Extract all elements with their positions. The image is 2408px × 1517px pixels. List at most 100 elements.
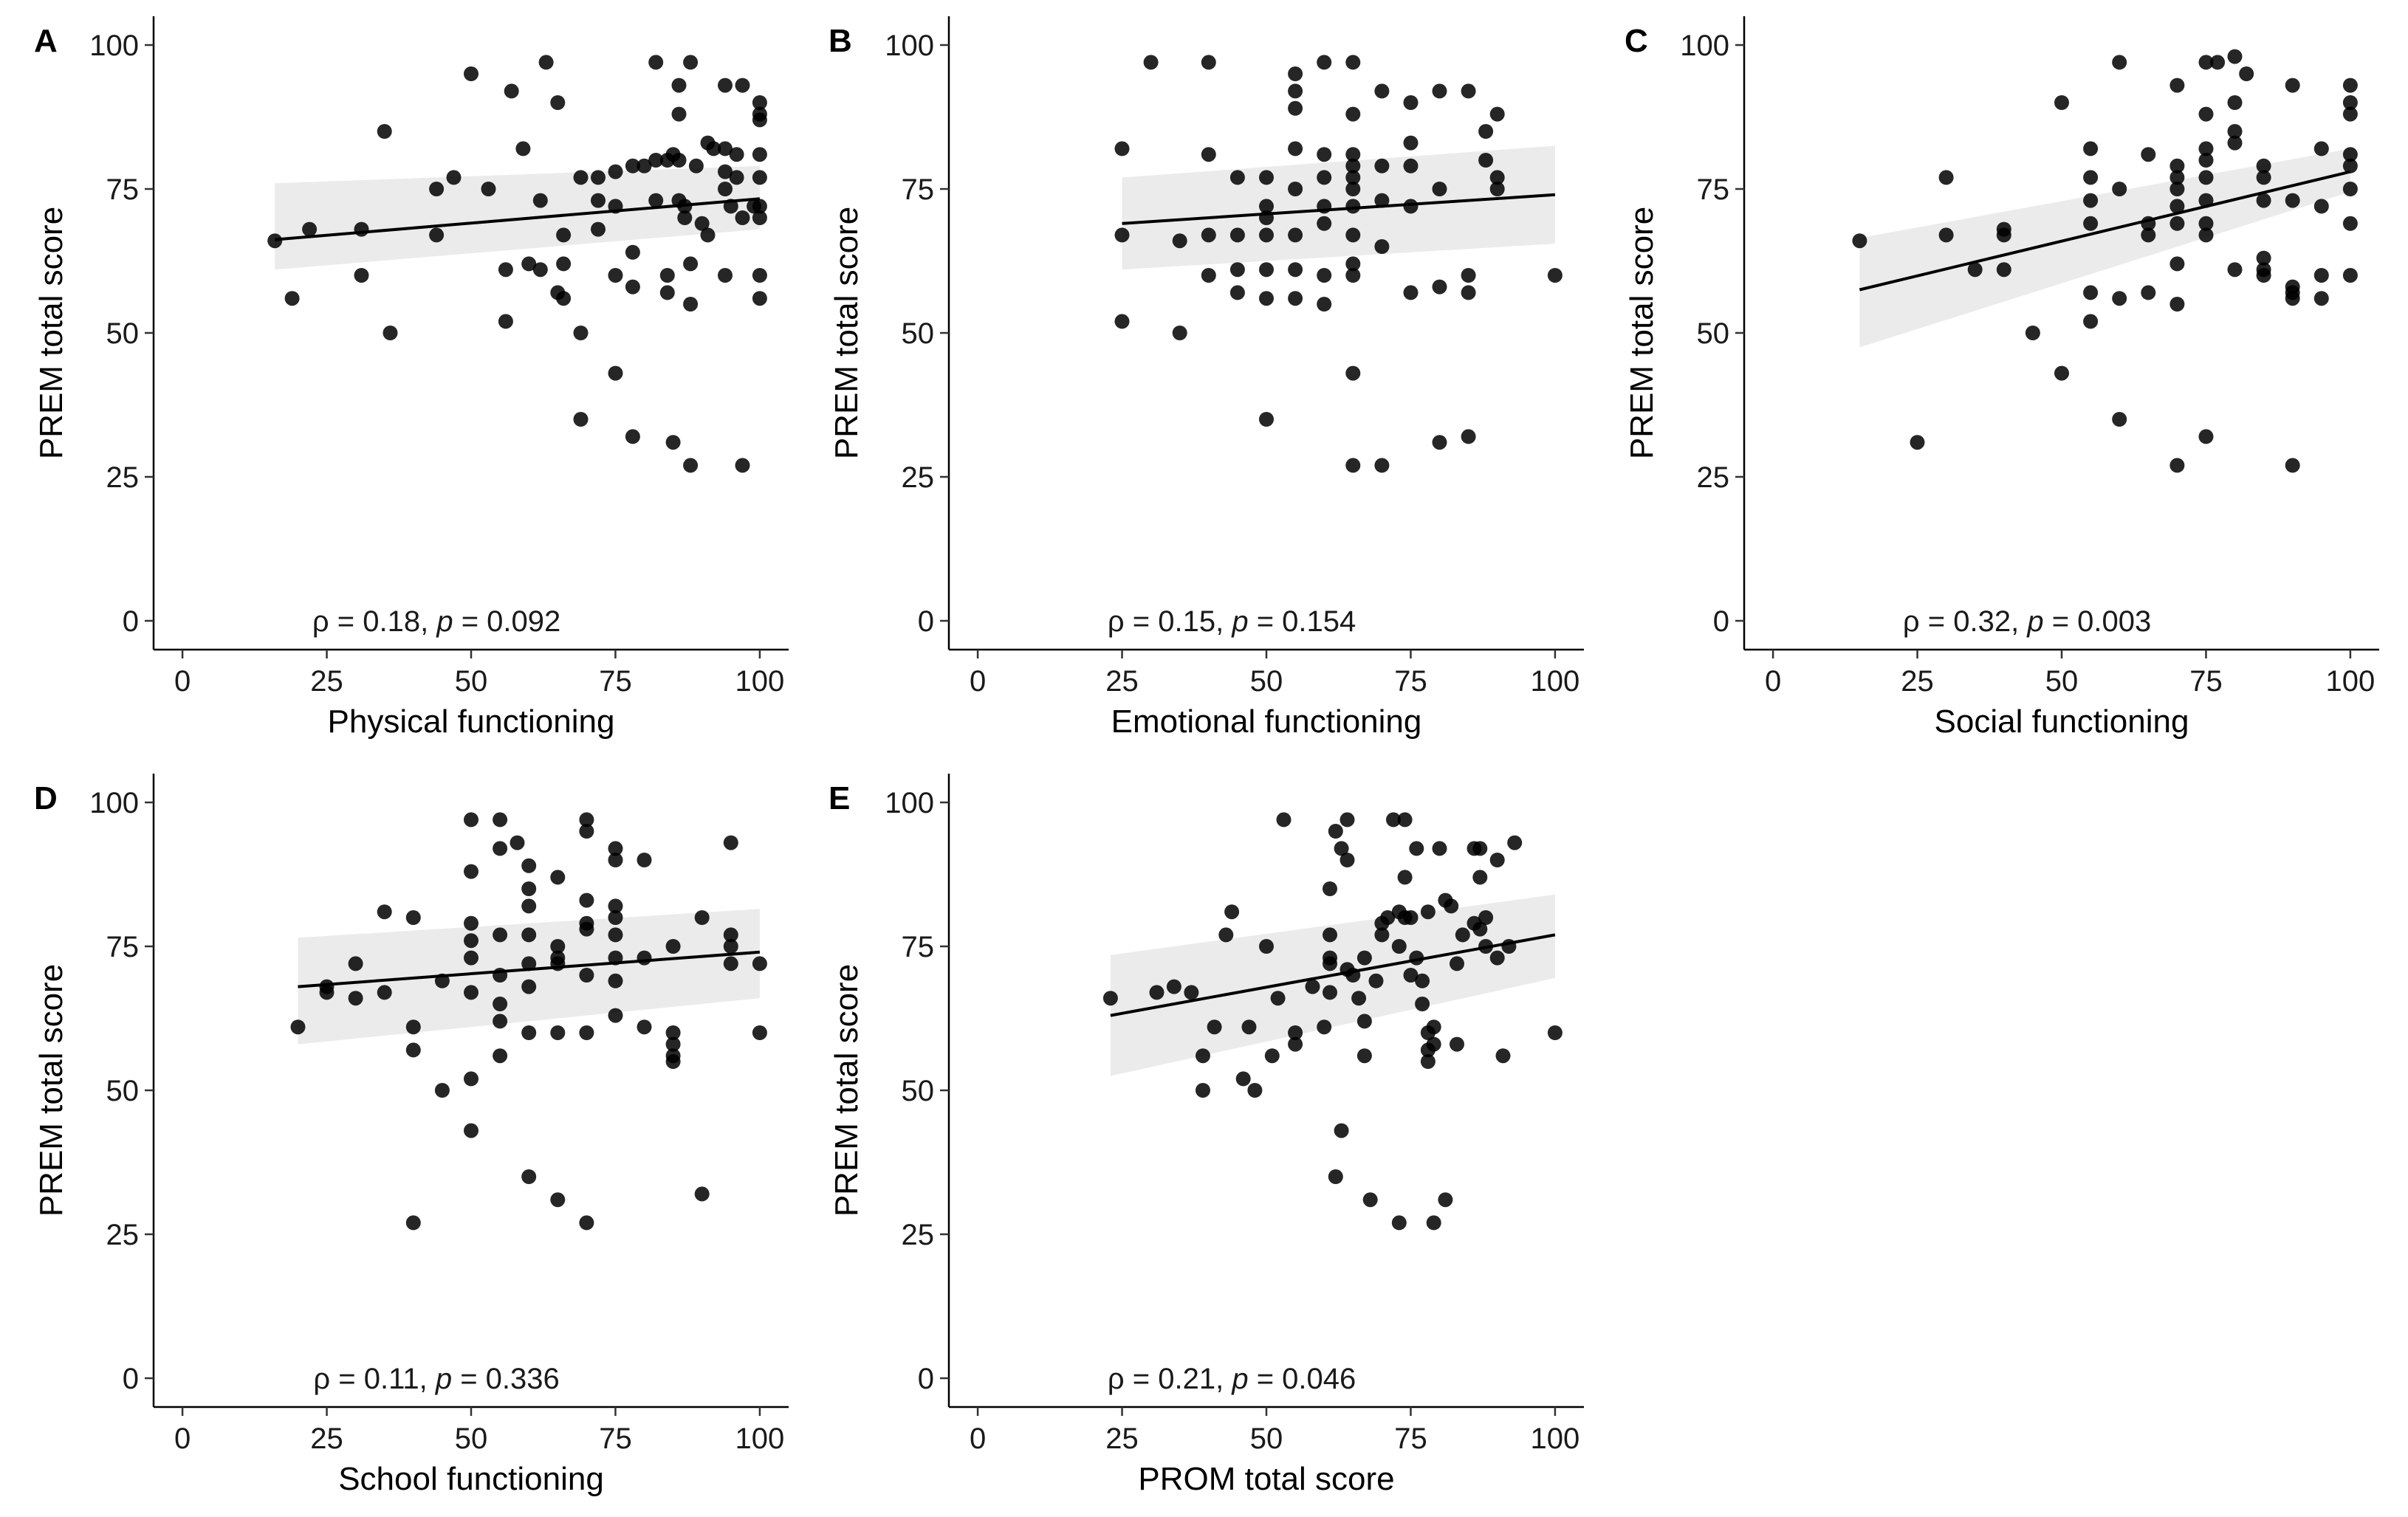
data-point	[2112, 55, 2127, 70]
data-point	[464, 864, 478, 879]
data-point	[671, 106, 687, 122]
data-point	[1374, 927, 1390, 943]
data-point	[2112, 182, 2127, 196]
data-point	[579, 1215, 594, 1231]
data-point	[1374, 83, 1390, 99]
data-point	[515, 141, 531, 156]
data-point	[1996, 262, 2011, 278]
data-point	[1166, 979, 1181, 994]
data-point	[608, 365, 623, 381]
data-point	[671, 153, 687, 168]
data-point	[504, 83, 519, 99]
data-point	[625, 158, 640, 173]
data-point	[2112, 412, 2127, 427]
data-point	[1102, 991, 1118, 1006]
data-point	[446, 170, 462, 185]
data-point	[1334, 841, 1349, 856]
data-point	[1415, 997, 1430, 1011]
data-point	[1201, 55, 1216, 70]
data-point	[1259, 170, 1274, 185]
data-point	[1323, 985, 1337, 1000]
rho-text: ρ = 0.15,	[1108, 605, 1232, 638]
data-point	[1288, 141, 1303, 156]
data-point	[625, 429, 640, 444]
data-point	[1345, 106, 1361, 122]
data-point	[683, 458, 699, 473]
data-point	[608, 910, 623, 925]
data-point	[752, 210, 767, 225]
data-point	[637, 1019, 652, 1035]
x-tick-label: 25	[310, 1423, 343, 1455]
y-tick-label: 25	[902, 1219, 935, 1251]
p-symbol: p	[1231, 1363, 1248, 1395]
data-point	[1426, 1215, 1441, 1231]
data-point	[637, 950, 652, 966]
y-tick-label: 100	[1680, 30, 1729, 62]
data-point	[1444, 898, 1459, 914]
data-point	[556, 256, 572, 272]
data-point	[377, 904, 392, 920]
data-point	[1374, 239, 1390, 254]
p-value-text: = 0.092	[453, 605, 561, 638]
data-point	[752, 1025, 767, 1040]
data-point	[1317, 297, 1332, 312]
data-point	[1323, 956, 1337, 971]
panel-letter: B	[829, 23, 852, 59]
data-point	[579, 921, 594, 937]
data-point	[683, 55, 699, 70]
data-point	[1288, 227, 1303, 243]
data-point	[1345, 182, 1361, 196]
data-point	[1149, 985, 1164, 1000]
data-point	[1489, 950, 1505, 966]
data-point	[2198, 153, 2214, 168]
data-point	[1328, 1169, 1343, 1184]
data-point	[2169, 256, 2185, 272]
data-point	[464, 950, 478, 966]
panel-e: E 0 25 50 75 100 0 25 50 75 100 PROM total score PRE…	[829, 774, 1584, 1497]
data-point	[521, 979, 537, 994]
data-point	[2198, 170, 2214, 185]
data-point	[1391, 1215, 1407, 1231]
x-tick-label: 50	[1250, 1423, 1283, 1455]
data-point	[1432, 279, 1447, 295]
data-point	[1380, 910, 1396, 925]
data-point	[1196, 1048, 1210, 1064]
rho-text: ρ = 0.11,	[313, 1363, 435, 1395]
data-point	[1317, 216, 1332, 231]
y-tick-label: 0	[918, 1363, 934, 1395]
data-point	[377, 985, 392, 1000]
data-point	[2313, 199, 2329, 214]
data-point	[2141, 147, 2156, 162]
data-point	[2198, 106, 2214, 122]
data-point	[1288, 182, 1303, 196]
p-value-text: = 0.003	[2044, 605, 2152, 638]
data-point	[1229, 285, 1245, 300]
panel-c: C 0 25 50 75 100 0 25 50 75 100 Social functioning P…	[1624, 16, 2379, 740]
data-point	[1345, 227, 1361, 243]
data-point	[493, 997, 508, 1011]
data-point	[2141, 285, 2156, 300]
scatter-points	[1114, 55, 1563, 473]
data-point	[2198, 429, 2214, 444]
data-point	[1259, 262, 1274, 278]
data-point	[1229, 170, 1245, 185]
data-point	[579, 824, 594, 839]
data-point	[1201, 268, 1216, 283]
data-point	[1362, 1192, 1378, 1208]
data-point	[493, 812, 508, 828]
data-point	[493, 1014, 508, 1029]
data-point	[608, 268, 623, 283]
data-point	[683, 297, 699, 312]
data-point	[2198, 141, 2214, 156]
data-point	[579, 1025, 594, 1040]
data-point	[1426, 1019, 1441, 1035]
x-axis-title: Social functioning	[1935, 704, 2189, 740]
correlation-annotation: ρ = 0.32, p = 0.003	[1903, 605, 2151, 638]
data-point	[2227, 262, 2243, 278]
data-point	[2083, 285, 2099, 300]
data-point	[2169, 297, 2185, 312]
data-point	[405, 910, 421, 925]
data-point	[2083, 193, 2099, 208]
data-point	[429, 182, 445, 196]
x-axis-title: Physical functioning	[328, 704, 615, 740]
